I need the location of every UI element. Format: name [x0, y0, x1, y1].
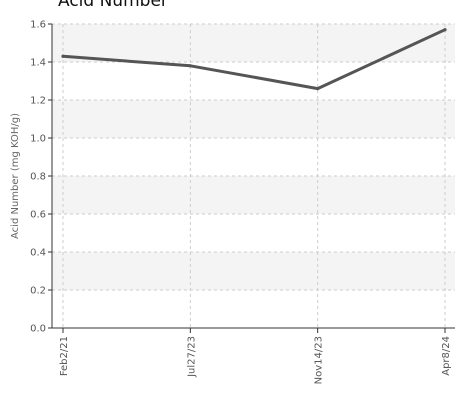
data-point: [443, 28, 447, 32]
y-tick-label: 0.8: [30, 172, 46, 183]
y-tick-label: 0.6: [30, 210, 46, 221]
y-tick-label: 1.2: [30, 96, 46, 107]
x-tick-label: Apr8/24: [441, 336, 452, 376]
y-tick-label: 1.0: [30, 134, 46, 145]
y-tick-label: 1.4: [30, 58, 46, 69]
y-tick-label: 1.6: [30, 20, 46, 31]
y-tick-label: 0.0: [30, 324, 46, 335]
x-tick-label: Jul27/23: [186, 336, 197, 378]
grid-band: [52, 24, 455, 62]
y-tick-label: 0.4: [30, 248, 46, 259]
grid-band: [52, 176, 455, 214]
y-tick-label: 0.2: [30, 286, 46, 297]
x-tick-label: Feb2/21: [59, 336, 70, 376]
x-tick-label: Nov14/23: [314, 336, 325, 384]
series-line: [61, 28, 447, 91]
data-point: [316, 87, 320, 91]
data-point: [61, 54, 65, 58]
grid-band: [52, 252, 455, 290]
chart-title: Acid Number: [58, 0, 168, 11]
grid-band: [52, 100, 455, 138]
data-point: [188, 64, 192, 68]
y-axis-label: Acid Number (mg KOH/g): [10, 113, 21, 239]
